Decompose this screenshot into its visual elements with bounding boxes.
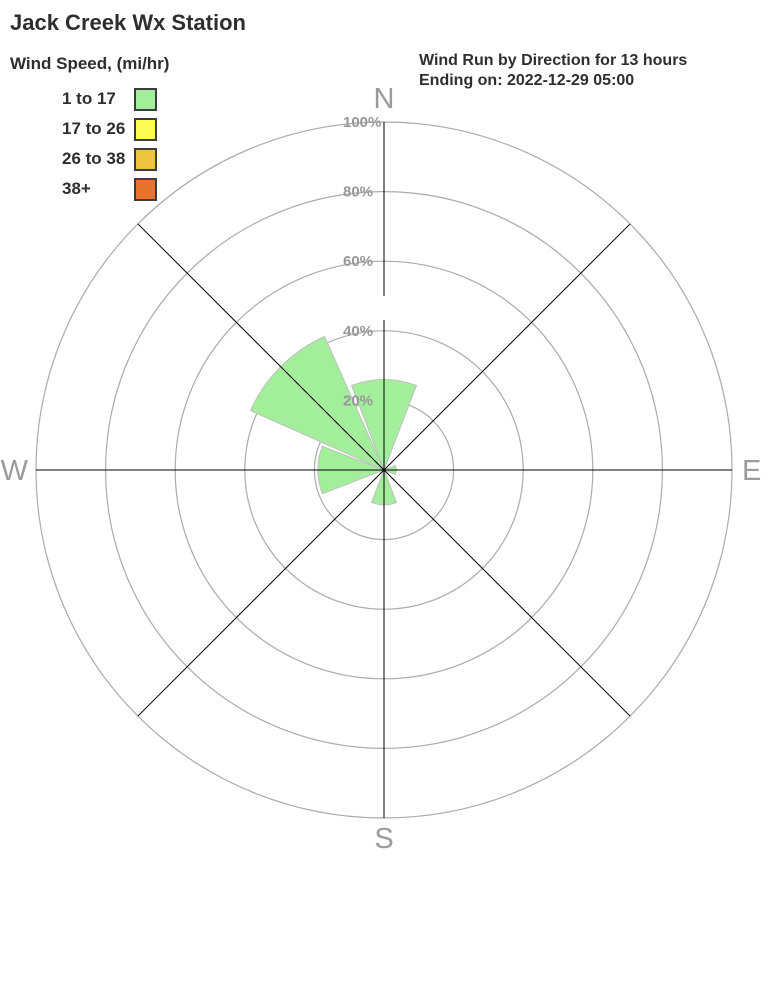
ring-label: 40% (343, 323, 373, 340)
legend-item: 26 to 38 (0, 148, 200, 171)
legend-item-label: 1 to 17 (62, 89, 116, 108)
spoke-ne-sw (137, 223, 631, 717)
compass-label-W: W (1, 455, 29, 487)
chart-subtitle: Wind Run by Direction for 13 hours Endin… (419, 51, 687, 91)
ring-label: 100% (343, 114, 381, 131)
compass-label-S: S (374, 823, 393, 855)
legend-color-swatch (134, 88, 157, 111)
legend-color-swatch (134, 118, 157, 141)
legend-item: 1 to 17 (0, 88, 200, 111)
chart-subtitle-line1: Wind Run by Direction for 13 hours (419, 52, 688, 69)
ring-label: 60% (343, 253, 373, 270)
legend-color-swatch (134, 148, 157, 171)
ring-label: 20% (343, 392, 373, 409)
page-title: Jack Creek Wx Station (10, 10, 246, 35)
legend-color-swatch (134, 178, 157, 201)
ring-label: 80% (343, 184, 373, 201)
legend-item-label: 17 to 26 (62, 119, 126, 138)
compass-label-E: E (742, 455, 761, 487)
legend-item-label: 26 to 38 (62, 149, 126, 168)
legend-item: 38+ (0, 178, 200, 201)
legend-item: 17 to 26 (0, 118, 200, 141)
chart-subtitle-line2: Ending on: 2022-12-29 05:00 (419, 72, 635, 89)
legend-item-label: 38+ (62, 179, 91, 198)
compass-label-N: N (374, 83, 395, 115)
legend-title: Wind Speed, (mi/hr) (10, 54, 170, 73)
